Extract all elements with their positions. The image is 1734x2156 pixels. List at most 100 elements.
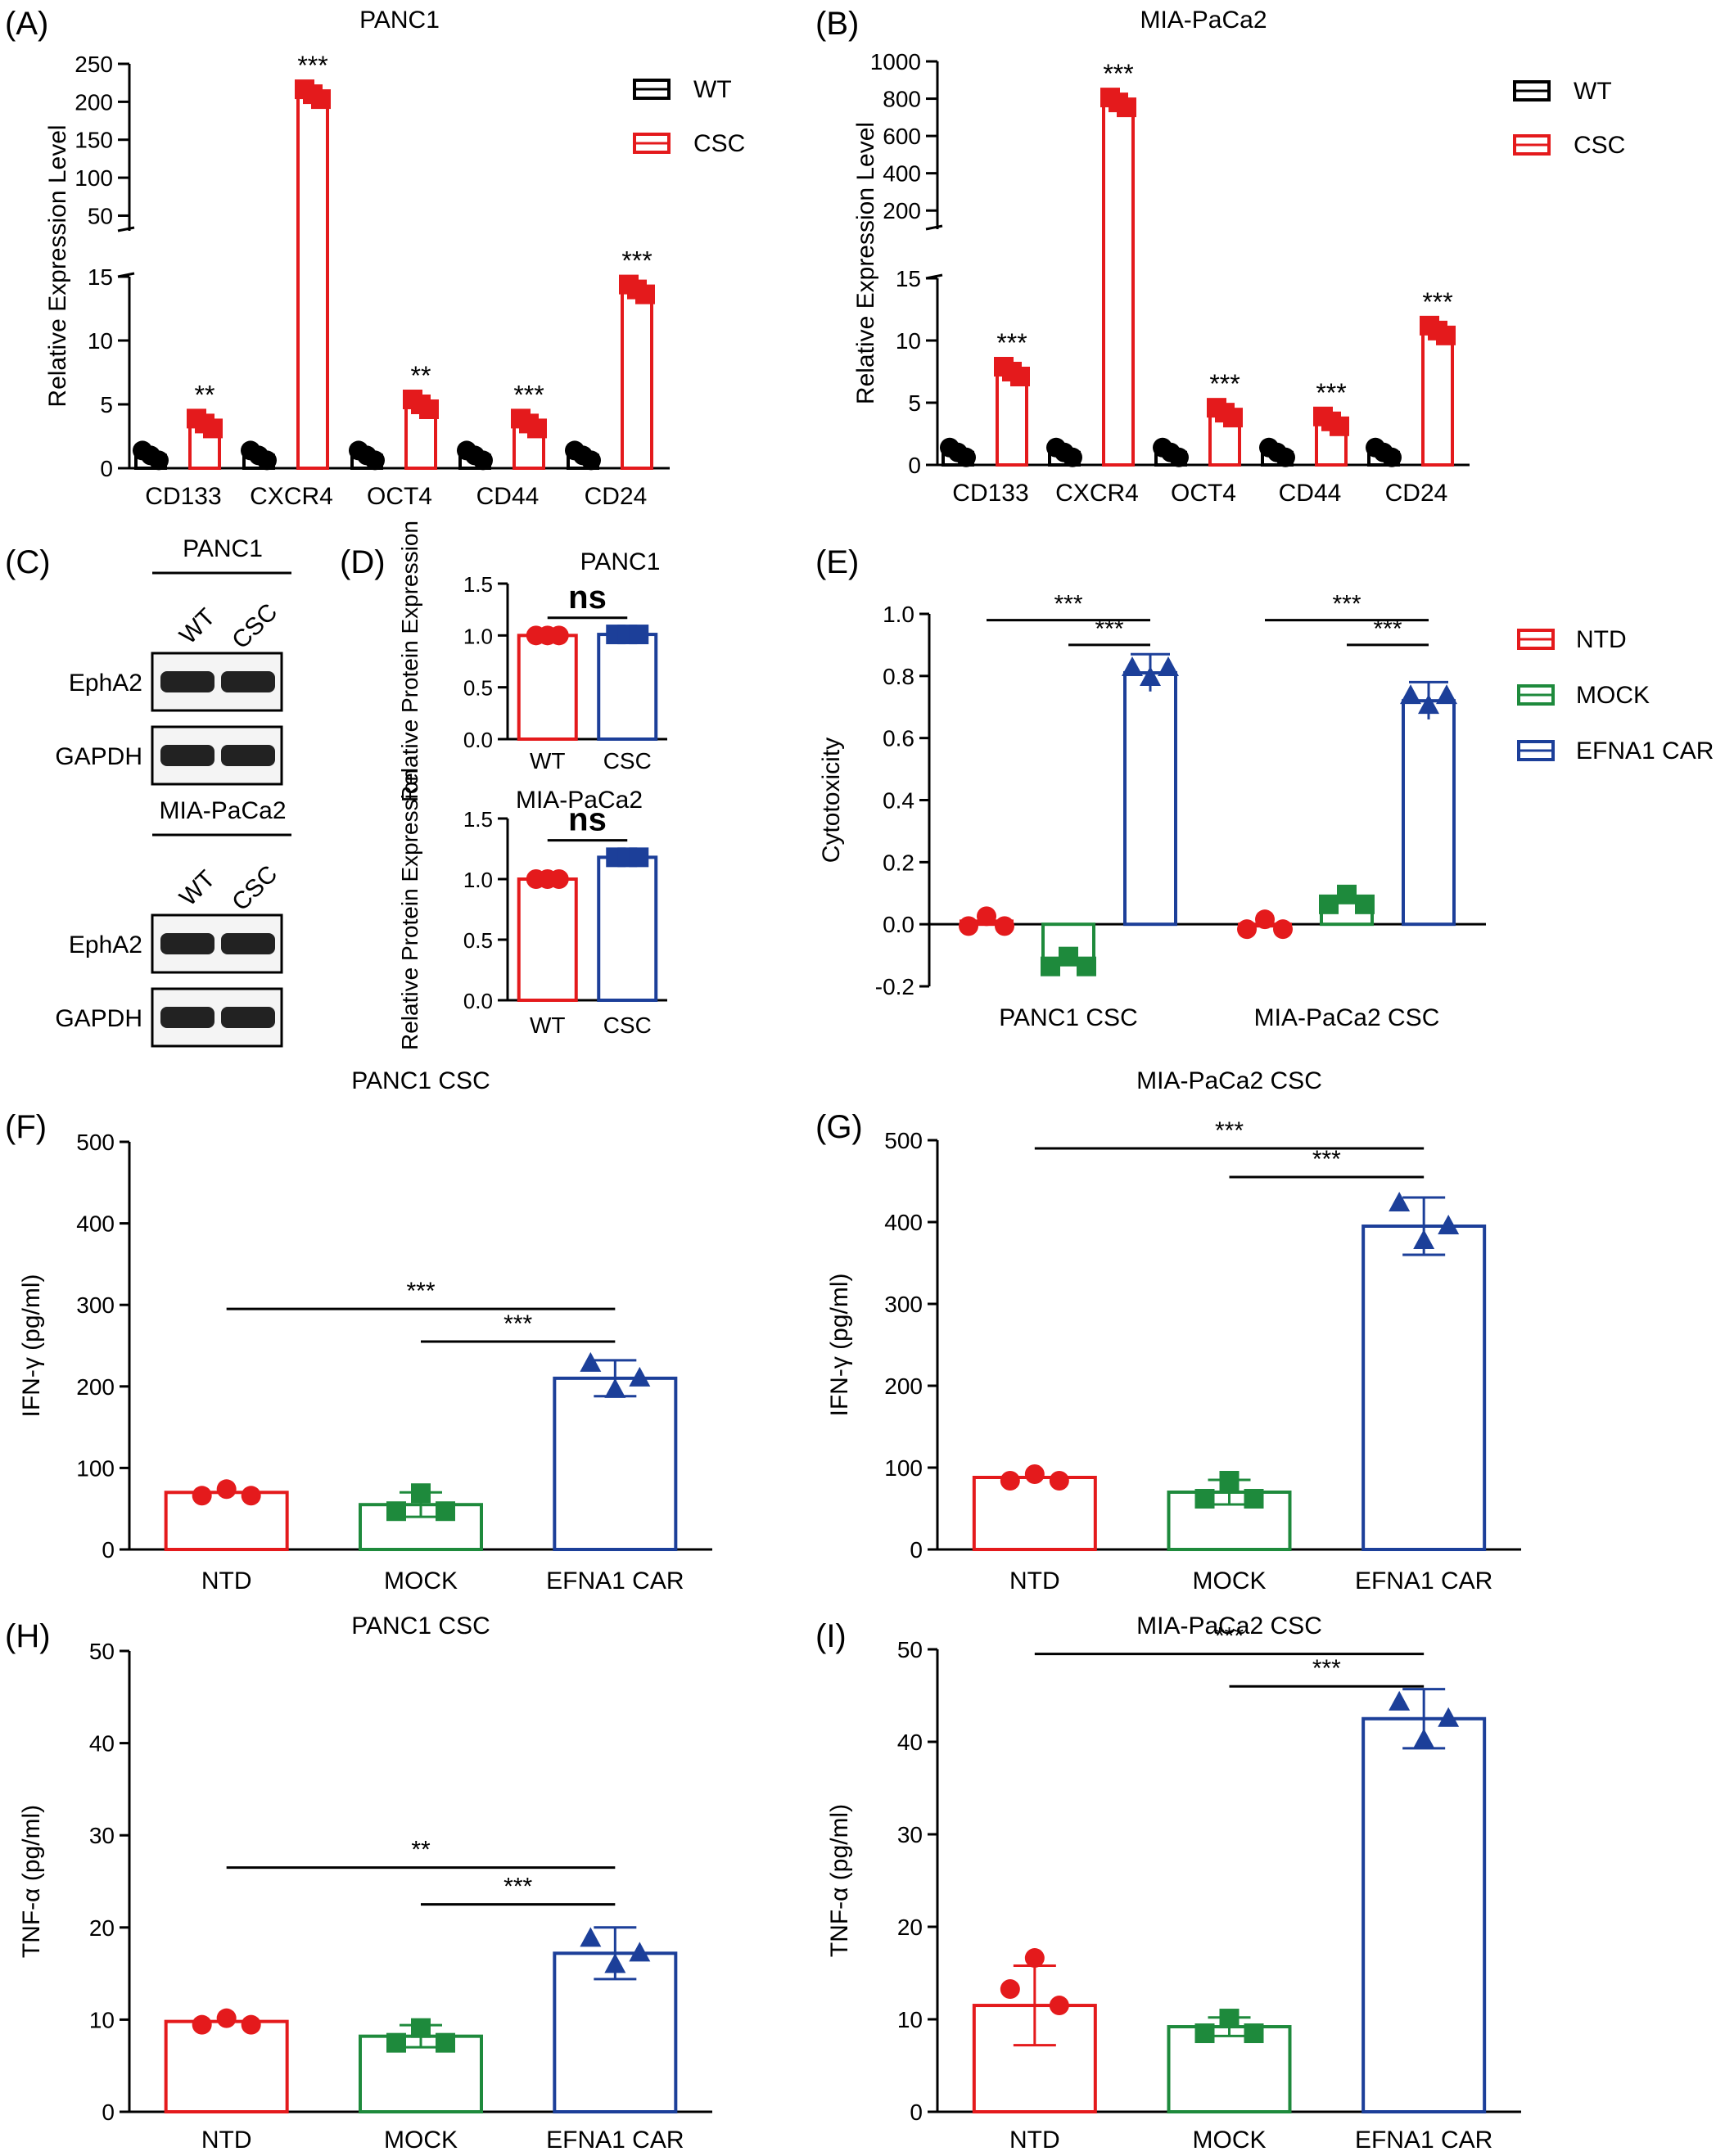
chart-f-point: [241, 1486, 261, 1506]
chart-h-significance: **: [411, 1837, 431, 1864]
chart-g-bar: [1361, 1225, 1487, 1551]
chart-a-bar: [621, 287, 653, 470]
panel-label-d: (D): [340, 544, 386, 580]
panel-label-a: (A): [5, 6, 48, 42]
chart-i-point: [1000, 1979, 1020, 2000]
chart-g-point: [1194, 1489, 1215, 1509]
chart-e-ytick-label: 0.2: [883, 850, 914, 875]
chart-f-bar: [553, 1376, 678, 1551]
chart-e-point: [1355, 894, 1375, 914]
chart-a-ytick-label: 200: [75, 89, 113, 115]
chart-a-significance: **: [411, 361, 431, 390]
chart-f-ytick-label: 300: [76, 1292, 115, 1318]
chart-d2-ylabel: Relative Protein Expression: [397, 769, 422, 1050]
panel-label-e: (E): [815, 544, 859, 580]
chart-d2-bar: [597, 855, 658, 1002]
chart-h-significance: ***: [503, 1874, 532, 1901]
chart-e-bar: [1402, 699, 1456, 927]
blot-band: [221, 1007, 275, 1028]
chart-e-significance: ***: [1054, 591, 1082, 618]
chart-e-point: [959, 916, 978, 936]
chart-f-ytick-label: 500: [76, 1130, 115, 1155]
chart-a-significance: ***: [513, 380, 544, 409]
chart-d1-point: [629, 625, 649, 645]
chart-b-legend-swatch: [1513, 80, 1551, 101]
chart-e-legend-swatch: [1517, 740, 1555, 761]
chart-a-point: [365, 450, 385, 471]
chart-f-point: [604, 1378, 626, 1398]
chart-i-point: [1049, 1996, 1069, 2016]
chart-h-point: [192, 2014, 212, 2035]
chart-b-ytick-label: 1000: [870, 49, 921, 74]
chart-e-point: [1041, 956, 1060, 977]
chart-h-ylabel: TNF-α (pg/ml): [18, 1805, 45, 1958]
chart-h-ytick-label: 30: [89, 1823, 115, 1848]
chart-a-significance: ***: [297, 51, 327, 80]
chart-g-point: [1244, 1489, 1264, 1509]
chart-a-significance: ***: [621, 246, 652, 276]
chart-e-point: [977, 906, 996, 927]
chart-e-legend-swatch: [1517, 629, 1555, 650]
chart-i-ytick-label: 50: [897, 1637, 923, 1662]
chart-h-xtick-label: MOCK: [384, 2127, 458, 2154]
chart-b-legend-entry: WT: [1574, 78, 1612, 105]
chart-i-point: [1024, 1948, 1045, 1969]
chart-d1-ytick-label: 0.5: [463, 676, 493, 701]
chart-e-point: [1273, 919, 1293, 940]
chart-i-bar: [1361, 1716, 1487, 2113]
chart-f-title: PANC1 CSC: [351, 1067, 490, 1094]
chart-g-ylabel: IFN-γ (pg/ml): [826, 1274, 853, 1417]
chart-a-point: [527, 418, 547, 439]
chart-i-ytick-label: 20: [897, 1915, 923, 1940]
chart-d2-ytick-label: 0.5: [463, 928, 493, 953]
chart-b-xtick-label: CD133: [952, 480, 1028, 507]
chart-h-point: [580, 1927, 602, 1947]
chart-a-title: PANC1: [359, 7, 440, 34]
chart-a-legend-entry: WT: [693, 76, 732, 103]
chart-d1-ytick-label: 1.0: [463, 624, 493, 648]
chart-b-significance: ***: [1209, 369, 1240, 399]
chart-i-point: [1244, 2023, 1264, 2044]
chart-e: Cytotoxicity -0.2 0.0 0.2 0.4 0.6 0.8 1.0 PANC1 …: [818, 591, 1714, 1031]
chart-i-significance: ***: [1215, 1623, 1244, 1650]
chart-b-point: [1436, 325, 1456, 345]
blot-band: [160, 671, 214, 692]
blot-band: [221, 671, 275, 692]
chart-a-point: [473, 450, 493, 471]
chart-b: MIA-PaCa2 Relative Expression Level 0 5 10 15…: [852, 7, 1625, 507]
chart-b-significance: ***: [996, 328, 1027, 358]
chart-b-xtick-label: OCT4: [1171, 480, 1236, 507]
chart-e-ytick-label: 1.0: [883, 602, 914, 627]
chart-b-ytick-label: 600: [883, 124, 921, 149]
chart-a-ytick-label: 150: [75, 128, 113, 153]
chart-a-point: [257, 450, 277, 471]
chart-g-ytick-label: 100: [884, 1455, 923, 1481]
chart-h-point: [241, 2014, 261, 2035]
chart-b-ytick-label: 800: [883, 87, 921, 112]
chart-f-point: [216, 1479, 237, 1500]
blot-band: [160, 1007, 214, 1028]
blot-title: PANC1: [183, 535, 263, 562]
chart-g-ytick-label: 400: [884, 1210, 923, 1235]
chart-g-xtick-label: EFNA1 CAR: [1355, 1567, 1492, 1594]
chart-g-xtick-label: MOCK: [1193, 1567, 1267, 1594]
panel-label-c: (C): [5, 544, 51, 580]
chart-b-point: [1276, 447, 1295, 467]
chart-i-ytick-label: 40: [897, 1730, 923, 1755]
chart-h-point: [216, 2008, 237, 2028]
chart-a-ytick-label: 15: [88, 264, 113, 290]
chart-f-point: [192, 1486, 212, 1506]
chart-f-ytick-label: 0: [102, 1537, 115, 1563]
chart-b-point: [1169, 447, 1189, 467]
chart-h-ytick-label: 0: [102, 2100, 115, 2125]
chart-d2-bar: [517, 877, 578, 1002]
chart-a-ytick-label: 10: [88, 328, 113, 354]
chart-e-legend-entry: MOCK: [1576, 682, 1650, 709]
chart-g-ytick-label: 200: [884, 1373, 923, 1399]
chart-b-xtick-label: CD44: [1279, 480, 1342, 507]
chart-i-point: [1389, 1690, 1411, 1711]
blot-title: MIA-PaCa2: [159, 797, 286, 824]
chart-g: MIA-PaCa2 CSC IFN-γ (pg/ml) 0 100 200 300 400 5…: [826, 1067, 1521, 1594]
